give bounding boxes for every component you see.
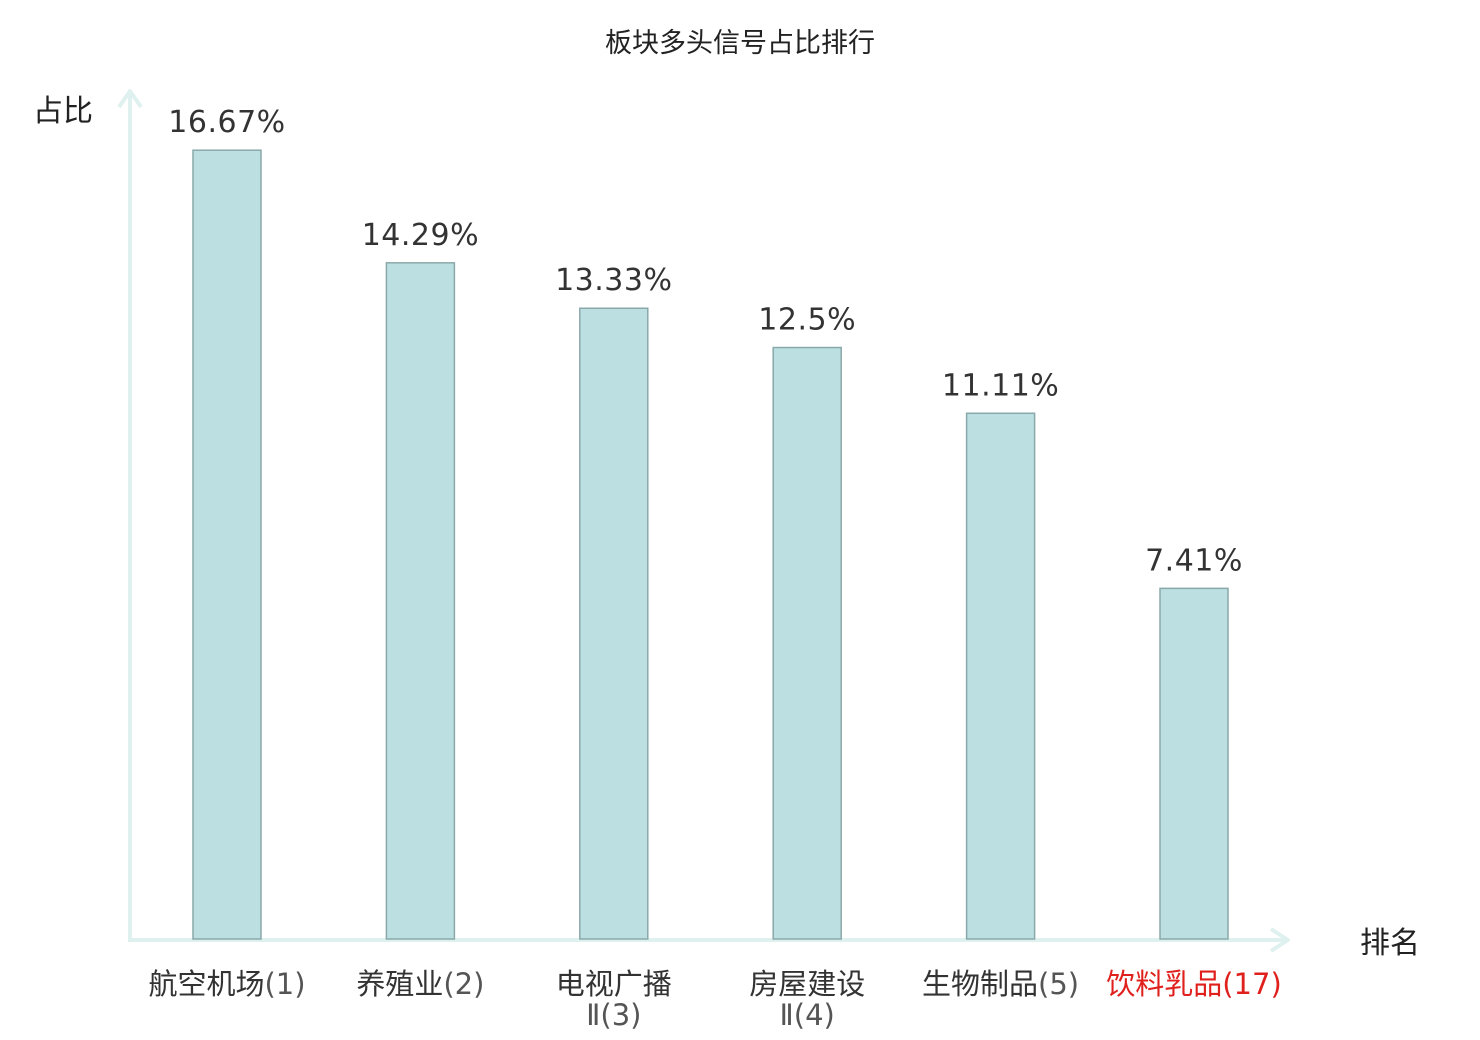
y-axis-label: 占比 [33,94,93,129]
chart-title: 板块多头信号占比排行 [605,28,875,59]
value-labels: 16.67% 14.29% 13.33% 12.5% 11.11% 7.41% [168,105,1243,578]
value-label: 13.33% [555,263,672,298]
category-label: 房屋建设 [749,967,865,1001]
category-name: 养殖业 [356,967,443,1001]
category-name: 航空机场 [148,967,264,1001]
value-label: 7.41% [1145,543,1243,578]
category-name-suffix: Ⅱ [780,998,794,1032]
category-label: 电视广播 [556,967,672,1001]
value-label: 16.67% [168,105,285,140]
category-rank: (4) [794,998,835,1032]
y-axis [117,89,143,940]
category-name-suffix: Ⅱ [586,998,600,1032]
x-axis-label: 排名 [1360,926,1420,961]
bar [579,307,649,940]
bar [385,262,456,940]
category-label: 生物制品(5) [922,967,1079,1001]
category-rank: (1) [264,967,305,1001]
value-label: 11.11% [942,368,1059,403]
value-label: 12.5% [758,303,856,338]
category-name: 生物制品 [922,967,1038,1001]
category-rank: (3) [600,998,641,1032]
category-label-line2: Ⅱ(4) [780,998,835,1032]
category-rank: (5) [1038,967,1079,1001]
category-name: 电视广播 [556,967,672,1001]
bar-series [192,149,1229,940]
category-label: 饮料乳品(17) [1106,967,1282,1001]
bar [772,346,842,940]
category-rank: (2) [443,967,484,1001]
category-label: 养殖业(2) [356,967,484,1001]
y-axis-arrow-icon [117,89,143,109]
x-axis [128,927,1290,953]
bar [965,412,1036,940]
category-name: 饮料乳品 [1106,967,1222,1001]
category-label: 航空机场(1) [148,967,305,1001]
category-rank: (17) [1222,967,1282,1001]
x-axis-arrow-icon [1269,927,1290,953]
category-label-line2: Ⅱ(3) [586,998,641,1032]
category-name: 房屋建设 [749,967,865,1001]
bar [192,149,262,940]
bar [1159,587,1229,940]
value-label: 14.29% [362,218,479,253]
